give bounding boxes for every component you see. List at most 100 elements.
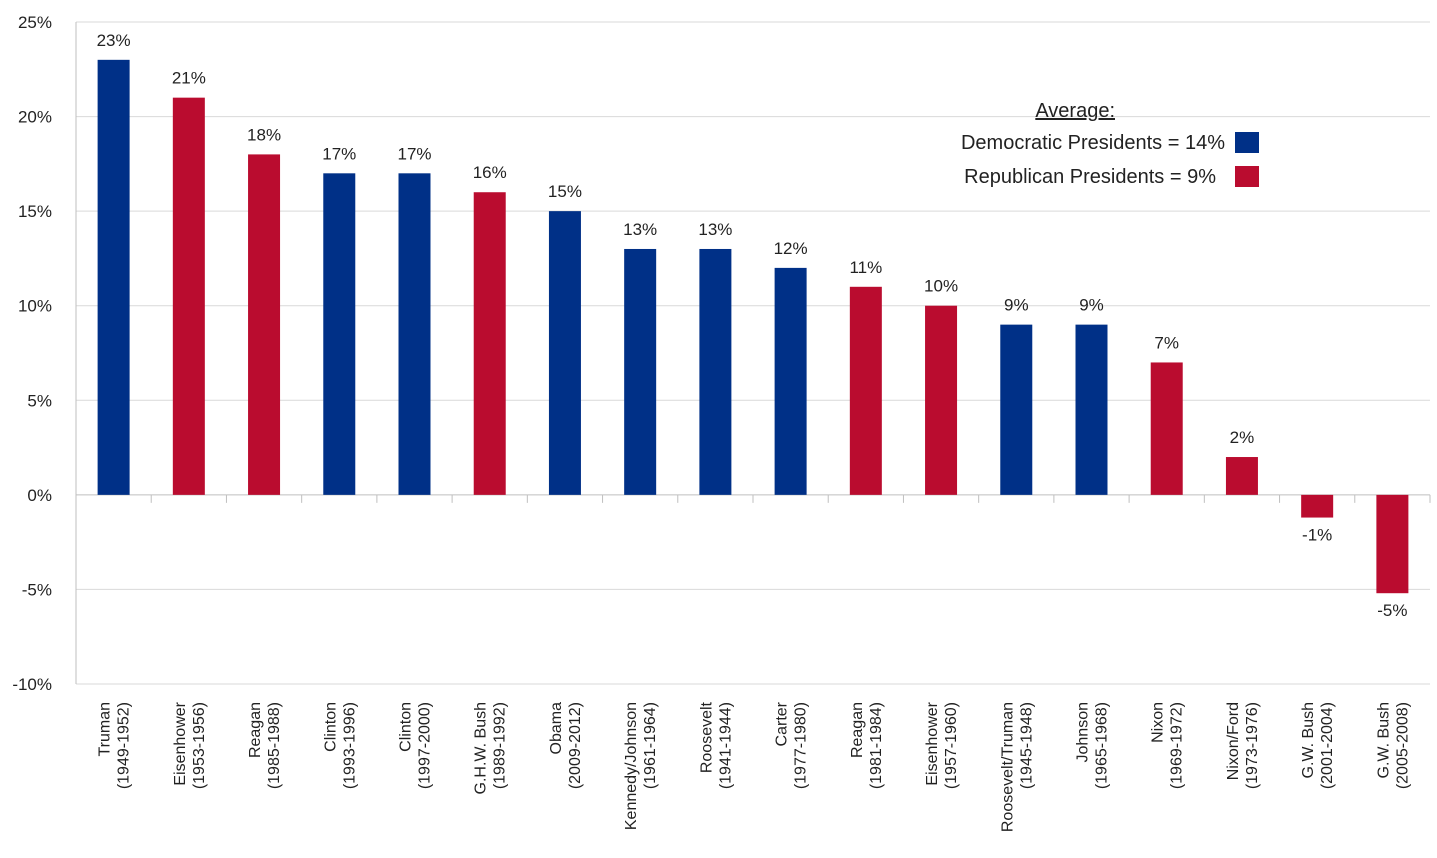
bar-value-label: 17% xyxy=(397,144,431,163)
category-label: G.W. Bush (2001-2004) xyxy=(1300,702,1336,789)
category-name: Eisenhower xyxy=(172,701,189,785)
bar-value-label: 10% xyxy=(924,277,958,296)
category-name: Nixon/Ford xyxy=(1225,702,1242,780)
category-label: Roosevelt (1941-1944) xyxy=(698,701,734,789)
category-label: Carter (1977-1980) xyxy=(774,701,810,789)
legend-swatch-republican xyxy=(1235,166,1259,187)
y-tick-label: -10% xyxy=(12,675,52,694)
y-tick-label: 15% xyxy=(18,202,52,221)
category-name: Kennedy/Johnson xyxy=(623,702,640,830)
category-years: (1985-1988) xyxy=(266,702,283,789)
bar-value-label: -5% xyxy=(1377,601,1407,620)
legend-title: Average: xyxy=(1035,100,1115,122)
category-label: Eisenhower (1953-1956) xyxy=(172,701,208,789)
bar xyxy=(1225,457,1258,495)
category-years: (1997-2000) xyxy=(417,702,434,789)
bar xyxy=(1075,324,1108,495)
category-label: Eisenhower (1957-1960) xyxy=(924,701,960,789)
bar-value-label: 21% xyxy=(172,69,206,88)
category-years: (1965-1968) xyxy=(1094,702,1111,789)
bar-value-label: 15% xyxy=(548,182,582,201)
category-label: Roosevelt/Truman (1945-1948) xyxy=(999,702,1035,832)
legend-label-republican: Republican Presidents = 9% xyxy=(964,166,1216,188)
category-years: (1969-1972) xyxy=(1169,702,1186,789)
category-name: Nixon xyxy=(1150,702,1167,743)
bar xyxy=(925,305,958,495)
category-years: (1989-1992) xyxy=(492,702,509,789)
y-axis-ticks: 25% 20% 15% 10% 5% 0% -5% -10% xyxy=(12,13,52,694)
legend-label-democratic: Democratic Presidents = 14% xyxy=(961,132,1225,154)
bar-value-label: 2% xyxy=(1230,428,1255,447)
category-years: (1957-1960) xyxy=(943,702,960,789)
bar xyxy=(1150,362,1183,495)
bar xyxy=(1376,494,1409,594)
category-name: Johnson xyxy=(1075,702,1092,763)
bar-value-label: 12% xyxy=(774,239,808,258)
category-years: (2001-2004) xyxy=(1319,702,1336,789)
bar xyxy=(624,248,657,495)
category-name: G.W. Bush xyxy=(1375,702,1392,778)
category-name: Carter xyxy=(774,701,791,746)
bar xyxy=(774,267,807,495)
bar xyxy=(1301,494,1334,518)
bar-value-labels: 23% 21% 18% 17% 17% 16% 15% 13% 13% 12% 11% 10% 9% 9%… xyxy=(97,31,1408,620)
category-label: Truman (1949-1952) xyxy=(97,702,133,789)
category-name: Roosevelt xyxy=(698,701,715,773)
y-tick-label: 0% xyxy=(27,486,52,505)
y-tick-label: 20% xyxy=(18,108,52,127)
bar-value-label: 9% xyxy=(1079,296,1104,315)
category-name: Truman xyxy=(97,702,114,757)
y-tick-label: 5% xyxy=(27,391,52,410)
category-name: Clinton xyxy=(398,702,415,752)
category-label: Reagan (1985-1988) xyxy=(247,702,283,789)
bar-value-label: 13% xyxy=(623,220,657,239)
bar xyxy=(548,211,581,495)
category-name: G.W. Bush xyxy=(1300,702,1317,778)
category-years: (1993-1996) xyxy=(341,702,358,789)
category-label: Johnson (1965-1968) xyxy=(1075,702,1111,789)
bar-value-label: 16% xyxy=(473,163,507,182)
bar xyxy=(473,192,506,495)
category-years: (1961-1964) xyxy=(642,702,659,789)
category-years: (2009-2012) xyxy=(567,702,584,789)
category-label: G.H.W. Bush (1989-1992) xyxy=(473,702,509,794)
category-name: Clinton xyxy=(322,702,339,752)
category-name: Reagan xyxy=(849,702,866,758)
bar-value-label: -1% xyxy=(1302,526,1332,545)
x-axis-category-labels: Truman (1949-1952) Eisenhower (1953-1956) Re… xyxy=(97,701,1412,832)
bar-value-label: 7% xyxy=(1154,333,1179,352)
category-label: G.W. Bush (2005-2008) xyxy=(1375,702,1411,789)
category-label: Nixon/Ford (1973-1976) xyxy=(1225,702,1261,789)
gridlines xyxy=(75,21,1431,685)
bar-value-label: 18% xyxy=(247,125,281,144)
category-name: Obama xyxy=(548,702,565,755)
bar xyxy=(699,248,732,495)
category-years: (1977-1980) xyxy=(793,702,810,789)
bar xyxy=(248,154,281,495)
category-years: (1973-1976) xyxy=(1244,702,1261,789)
category-years: (1953-1956) xyxy=(191,702,208,789)
bar-value-label: 11% xyxy=(849,258,882,277)
bar xyxy=(1000,324,1033,495)
legend: Average: Democratic Presidents = 14% Rep… xyxy=(961,100,1259,188)
category-label: Reagan (1981-1984) xyxy=(849,702,885,789)
category-label: Kennedy/Johnson (1961-1964) xyxy=(623,702,659,830)
category-label: Clinton (1997-2000) xyxy=(398,702,434,789)
y-tick-label: -5% xyxy=(22,580,52,599)
category-years: (1941-1944) xyxy=(717,702,734,789)
bar xyxy=(398,173,431,495)
category-label: Nixon (1969-1972) xyxy=(1150,702,1186,789)
bar-value-label: 13% xyxy=(698,220,732,239)
category-name: Reagan xyxy=(247,702,264,758)
category-name: Roosevelt/Truman xyxy=(999,702,1016,832)
bar-value-label: 9% xyxy=(1004,296,1029,315)
bar xyxy=(172,97,205,495)
y-tick-label: 10% xyxy=(18,297,52,316)
bar-value-label: 23% xyxy=(97,31,131,50)
legend-swatch-democratic xyxy=(1235,132,1259,153)
category-years: (1949-1952) xyxy=(116,702,133,789)
bar xyxy=(849,286,882,495)
category-name: G.H.W. Bush xyxy=(473,702,490,794)
bars xyxy=(97,59,1409,594)
